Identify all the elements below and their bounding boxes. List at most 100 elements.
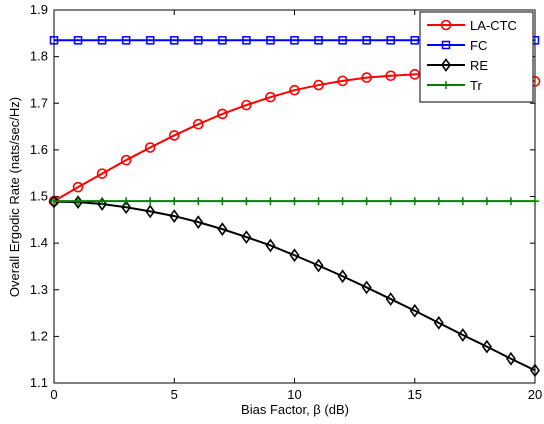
data-point-fc <box>97 36 107 45</box>
legend-marker <box>441 58 451 72</box>
data-point-fc <box>266 36 275 45</box>
y-axis-label: Overall Ergodic Rate (nats/sec/Hz) <box>7 97 22 297</box>
y-axis: 1.1 1.2 1.3 1.4 1.5 1.6 1.7 1.8 1.9 <box>30 2 535 390</box>
legend-marker <box>441 40 451 50</box>
legend-item-la-ctc: LA-CTC <box>427 18 517 33</box>
data-point-la-ctc <box>217 108 228 120</box>
data-point-tr <box>266 197 275 206</box>
data-point-fc <box>386 36 395 45</box>
data-point-re <box>361 280 372 295</box>
y-tick-label: 1.8 <box>30 49 48 64</box>
legend-label: Tr <box>470 78 482 93</box>
data-point-fc <box>194 36 203 45</box>
data-point-re <box>265 238 276 253</box>
data-point-la-ctc <box>144 142 156 153</box>
data-point-fc <box>314 36 323 45</box>
data-point-tr <box>290 197 299 206</box>
x-tick-label: 10 <box>287 387 301 402</box>
data-point-re <box>313 258 324 273</box>
data-point-tr <box>98 197 107 206</box>
data-point-tr <box>338 197 347 206</box>
data-point-re <box>193 215 204 230</box>
data-point-tr <box>218 197 227 206</box>
y-tick-label: 1.5 <box>30 189 48 204</box>
data-point-la-ctc <box>72 181 84 193</box>
x-tick-label: 5 <box>171 387 178 402</box>
y-tick-label: 1.4 <box>30 235 48 250</box>
data-point-re <box>121 200 132 215</box>
data-point-re <box>409 303 420 318</box>
data-point-la-ctc <box>409 69 421 80</box>
y-tick-label: 1.7 <box>30 95 48 110</box>
x-tick-label: 15 <box>408 387 422 402</box>
data-point-fc <box>338 36 347 45</box>
data-point-re <box>530 363 540 378</box>
y-tick-label: 1.6 <box>30 142 48 157</box>
data-point-tr <box>386 197 395 206</box>
data-point-tr <box>122 197 131 206</box>
data-point-re <box>505 351 516 366</box>
data-point-tr <box>362 197 371 206</box>
series-line-re <box>53 200 536 372</box>
x-axis: 0 5 10 15 20 <box>50 10 542 402</box>
y-tick-label: 1.1 <box>30 375 48 390</box>
data-point-tr <box>194 197 203 206</box>
data-point-tr <box>410 197 419 206</box>
legend-item-re: RE <box>427 58 488 73</box>
data-point-re <box>169 209 180 223</box>
data-point-tr <box>506 197 515 206</box>
data-point-fc <box>362 36 371 45</box>
legend-marker <box>440 19 452 31</box>
data-point-fc <box>218 36 227 45</box>
data-point-re <box>337 269 348 284</box>
data-point-re <box>385 292 396 306</box>
data-point-fc <box>290 36 299 45</box>
data-point-re <box>289 248 300 263</box>
legend-item-tr: Tr <box>427 78 482 93</box>
data-point-la-ctc <box>96 168 108 179</box>
data-point-re <box>457 328 468 342</box>
y-tick-label: 1.3 <box>30 282 48 297</box>
data-point-re <box>217 222 228 236</box>
data-point-tr <box>50 197 58 206</box>
data-point-re <box>145 204 156 219</box>
y-tick-label: 1.9 <box>30 2 48 17</box>
y-tick-label: 1.2 <box>30 328 48 343</box>
data-point-fc <box>73 36 83 45</box>
data-point-tr <box>242 197 251 206</box>
data-point-la-ctc <box>241 99 252 111</box>
data-point-fc <box>121 36 131 45</box>
legend-item-fc: FC <box>427 38 487 53</box>
legend-label: RE <box>470 58 488 73</box>
x-axis-label: Bias Factor, β (dB) <box>241 402 349 417</box>
data-point-re <box>433 315 444 330</box>
data-point-re <box>481 339 492 354</box>
legend-box <box>419 11 534 103</box>
series-re <box>49 194 540 378</box>
legend-label: FC <box>470 38 487 53</box>
data-point-fc <box>242 36 251 45</box>
data-point-tr <box>146 197 155 206</box>
data-point-la-ctc <box>193 118 204 130</box>
data-point-tr <box>434 197 443 206</box>
series-tr <box>50 197 539 206</box>
data-point-tr <box>170 197 179 206</box>
data-point-la-ctc <box>168 130 180 141</box>
legend-marker <box>442 81 450 89</box>
x-tick-label: 0 <box>50 387 57 402</box>
data-point-fc <box>410 36 419 45</box>
data-point-la-ctc <box>265 91 276 103</box>
data-point-la-ctc <box>361 72 372 83</box>
data-point-re <box>241 230 252 244</box>
legend-label: LA-CTC <box>470 18 517 33</box>
legend: LA-CTC FC RE Tr <box>419 11 534 103</box>
data-point-re <box>49 194 59 209</box>
data-point-la-ctc <box>289 84 300 96</box>
data-point-la-ctc <box>385 70 397 82</box>
data-point-la-ctc <box>337 75 348 87</box>
data-point-tr <box>531 197 539 206</box>
data-point-tr <box>314 197 323 206</box>
data-point-la-ctc <box>120 154 132 166</box>
data-point-fc <box>145 36 155 45</box>
data-point-tr <box>74 197 83 206</box>
